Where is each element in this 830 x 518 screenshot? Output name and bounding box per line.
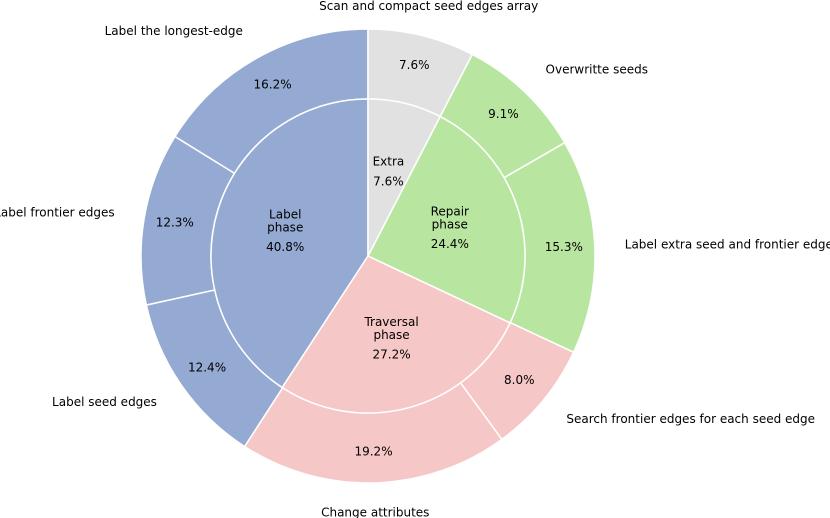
outer-pct-scan-and-compact-seed-edges-array: 7.6% (399, 58, 430, 72)
outer-ring (140, 28, 596, 484)
outer-pct-label-seed-edges: 12.4% (188, 360, 226, 374)
outer-name-overwritte-seeds: Overwritte seeds (546, 63, 648, 77)
outer-pct-label-extra-seed-and-frontier-edges: 15.3% (545, 240, 583, 254)
inner-name-traversal-phase: Traversal phase (363, 315, 418, 342)
outer-name-label-extra-seed-and-frontier-edges: Label extra seed and frontier edges (625, 238, 830, 252)
outer-name-change-attributes: Change attributes (321, 505, 429, 518)
outer-pct-overwritte-seeds: 9.1% (488, 107, 519, 121)
outer-name-scan-and-compact-seed-edges-array: Scan and compact seed edges array (319, 0, 538, 13)
inner-name-extra: Extra (373, 155, 405, 169)
outer-pct-label-the-longest-edge: 16.2% (254, 77, 292, 91)
inner-name-label-phase: Label phase (267, 207, 303, 234)
inner-wedge-traversal-phase (281, 255, 512, 414)
outer-pct-search-frontier-edges-for-each-seed-edge: 8.0% (504, 373, 535, 387)
inner-wedge-repair-phase (366, 115, 526, 324)
outer-pct-label-frontier-edges: 12.3% (156, 216, 194, 230)
inner-ring (210, 98, 526, 414)
inner-name-repair-phase: Repair phase (431, 204, 469, 231)
inner-pct-repair-phase: 24.4% (431, 237, 469, 251)
outer-name-search-frontier-edges-for-each-seed-edge: Search frontier edges for each seed edge (566, 412, 815, 426)
outer-name-label-seed-edges: Label seed edges (52, 395, 157, 409)
outer-name-label-the-longest-edge: Label the longest-edge (105, 24, 243, 38)
outer-pct-change-attributes: 19.2% (354, 444, 392, 458)
outer-name-label-frontier-edges: Label frontier edges (0, 206, 115, 220)
inner-pct-extra: 7.6% (373, 175, 404, 189)
inner-wedge-extra (367, 98, 442, 257)
inner-pct-traversal-phase: 27.2% (373, 348, 411, 362)
inner-pct-label-phase: 40.8% (266, 240, 304, 254)
